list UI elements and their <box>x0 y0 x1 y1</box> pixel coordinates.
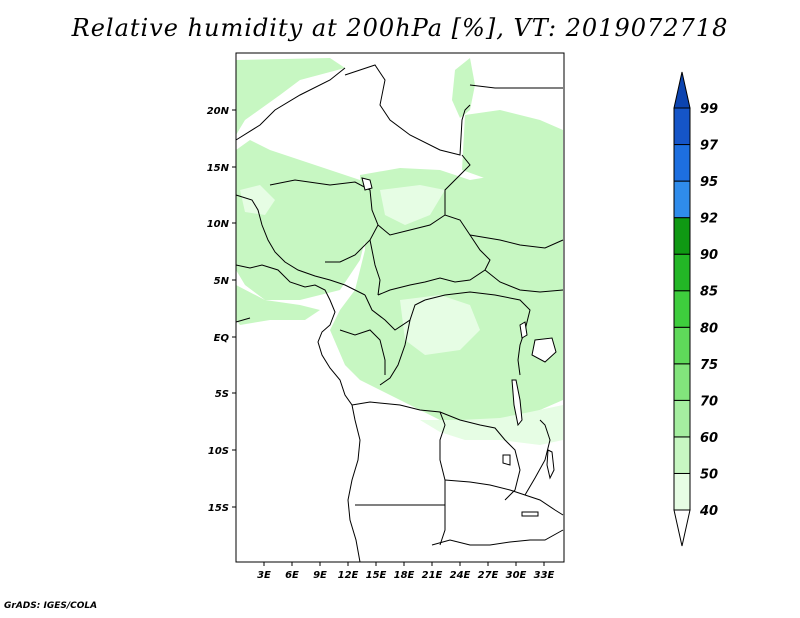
colorbar-level-label: 60 <box>700 431 718 446</box>
colorbar-level-label: 97 <box>700 139 719 154</box>
lon-label: 27E <box>478 570 499 581</box>
lat-label: 10N <box>207 219 230 230</box>
lat-label: 10S <box>208 446 229 457</box>
colorbar-box <box>673 363 691 401</box>
humidity-fill-layer <box>236 58 563 445</box>
lon-label: 12E <box>338 570 359 581</box>
humidity-region-east-band <box>462 110 563 190</box>
lon-label: 30E <box>506 570 527 581</box>
lat-label: 5N <box>214 276 230 287</box>
colorbar-box <box>673 217 691 255</box>
lon-label: 21E <box>422 570 443 581</box>
lake-mweru <box>502 454 511 466</box>
colorbar-level-label: 90 <box>700 248 718 263</box>
humidity-region-central <box>330 168 563 425</box>
colorbar-level-label: 85 <box>700 285 718 300</box>
colorbar-level-label: 75 <box>700 358 718 373</box>
map-frame <box>235 52 565 563</box>
map-title: Relative humidity at 200hPa [%], VT: 201… <box>71 14 729 42</box>
colorbar-box <box>673 436 691 474</box>
colorbar-box <box>673 107 691 146</box>
lon-label: 3E <box>257 570 271 581</box>
humidity-region-west-light <box>240 185 275 215</box>
humidity-region-gulf <box>236 285 320 325</box>
colorbar-box <box>673 253 691 292</box>
lake-victoria <box>531 337 557 363</box>
colorbar-lower-triangle <box>673 509 691 547</box>
lon-label: 9E <box>313 570 327 581</box>
colorbar-boxes <box>673 71 691 547</box>
lake-chad <box>361 177 373 191</box>
colorbar-box <box>673 144 691 182</box>
colorbar-level-label: 92 <box>700 212 718 227</box>
colorbar-box <box>673 326 691 365</box>
lat-label: EQ <box>214 333 230 344</box>
colorbar-level-label: 99 <box>700 102 718 117</box>
lon-label: 18E <box>394 570 415 581</box>
colorbar-level-label: 70 <box>700 394 718 409</box>
lon-labels: 3E 6E 9E 12E 15E 18E 21E 24E 27E 30E 33E <box>257 570 554 581</box>
colorbar-level-label: 40 <box>699 504 718 519</box>
lakes <box>361 177 557 517</box>
colorbar-labels: 40 50 60 70 75 80 85 90 92 95 97 99 <box>699 102 719 519</box>
colorbar-box <box>673 180 691 219</box>
humidity-region-southeast <box>420 405 563 445</box>
lat-label: 20N <box>207 106 230 117</box>
humidity-region-congo-light <box>400 295 480 355</box>
lat-ticks <box>232 109 236 508</box>
colorbar-upper-triangle <box>673 71 691 109</box>
colorbar-level-label: 95 <box>700 175 718 190</box>
lat-label: 5S <box>215 389 229 400</box>
lon-label: 33E <box>534 570 555 581</box>
lake-kivu-albert <box>519 321 528 339</box>
lake-tanganyika <box>511 379 523 427</box>
lon-label: 24E <box>450 570 471 581</box>
grads-credit: GrADS: IGES/COLA <box>4 601 98 611</box>
lon-label: 6E <box>285 570 299 581</box>
humidity-region-sahel-west <box>236 140 370 300</box>
lat-label: 15N <box>207 163 230 174</box>
lat-label: 15S <box>208 503 229 514</box>
colorbar-level-label: 80 <box>700 321 718 336</box>
humidity-region-central-light <box>380 185 445 225</box>
colorbar-box <box>673 290 691 328</box>
colorbar-level-label: 50 <box>700 467 718 482</box>
humidity-region-north-plume <box>452 58 475 118</box>
humidity-region-northwest <box>236 58 345 135</box>
lat-labels: 20N 15N 10N 5N EQ 5S 10S 15S <box>207 106 230 514</box>
lake-malawi <box>546 449 555 480</box>
lake-kariba <box>521 511 539 517</box>
colorbar-box <box>673 472 691 511</box>
colorbar-box <box>673 399 691 438</box>
lon-ticks <box>263 562 545 566</box>
lon-label: 15E <box>366 570 387 581</box>
